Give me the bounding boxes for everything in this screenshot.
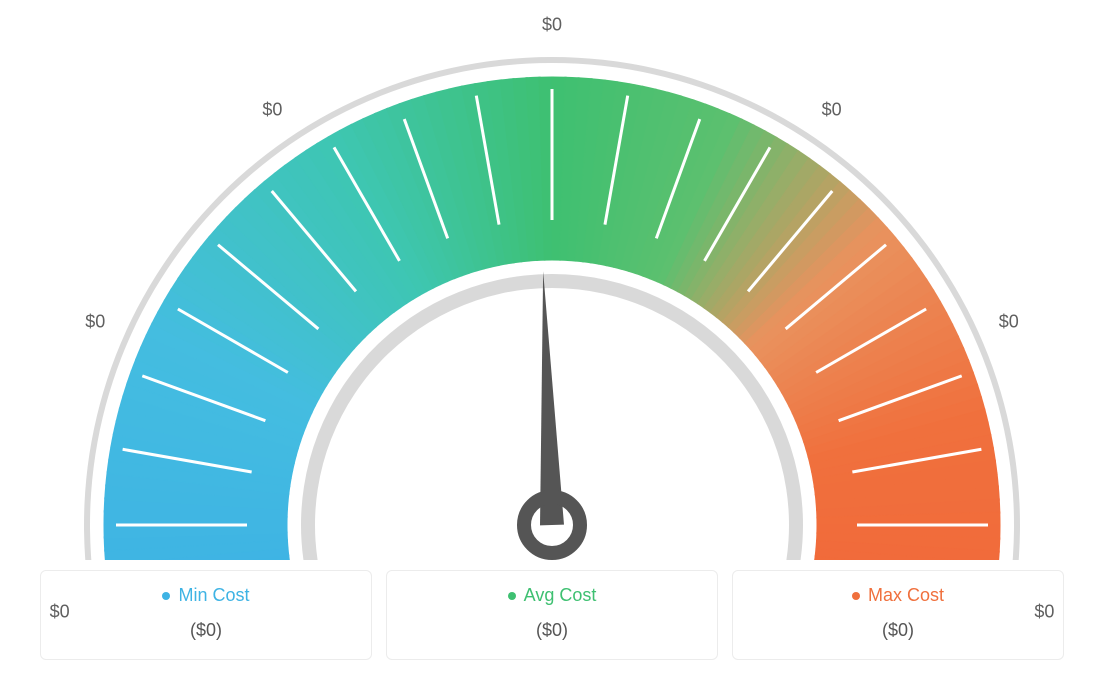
legend-card-avg: Avg Cost ($0): [386, 570, 718, 660]
gauge-scale-label: $0: [262, 100, 282, 121]
gauge-chart-container: $0$0$0$0$0$0$0 Min Cost ($0) Avg Cost ($…: [0, 0, 1104, 690]
legend-label-min: Min Cost: [162, 585, 249, 606]
dot-icon: [508, 592, 516, 600]
legend-label-avg: Avg Cost: [508, 585, 597, 606]
legend-text-max: Max Cost: [868, 585, 944, 606]
legend-row: Min Cost ($0) Avg Cost ($0) Max Cost ($0…: [40, 570, 1064, 660]
legend-text-min: Min Cost: [178, 585, 249, 606]
gauge-svg: [0, 0, 1104, 560]
gauge-scale-label: $0: [999, 311, 1019, 332]
legend-card-max: Max Cost ($0): [732, 570, 1064, 660]
legend-label-max: Max Cost: [852, 585, 944, 606]
legend-value-avg: ($0): [397, 620, 707, 641]
legend-value-min: ($0): [51, 620, 361, 641]
dot-icon: [162, 592, 170, 600]
legend-value-max: ($0): [743, 620, 1053, 641]
legend-text-avg: Avg Cost: [524, 585, 597, 606]
gauge-scale-label: $0: [822, 100, 842, 121]
dot-icon: [852, 592, 860, 600]
legend-card-min: Min Cost ($0): [40, 570, 372, 660]
gauge-scale-label: $0: [85, 311, 105, 332]
gauge-scale-label: $0: [542, 15, 562, 36]
gauge-stage: $0$0$0$0$0$0$0: [0, 0, 1104, 560]
